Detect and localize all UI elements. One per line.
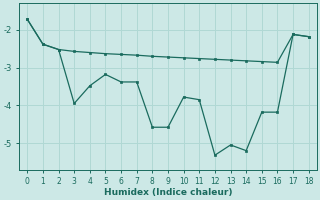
X-axis label: Humidex (Indice chaleur): Humidex (Indice chaleur) [104,188,232,197]
